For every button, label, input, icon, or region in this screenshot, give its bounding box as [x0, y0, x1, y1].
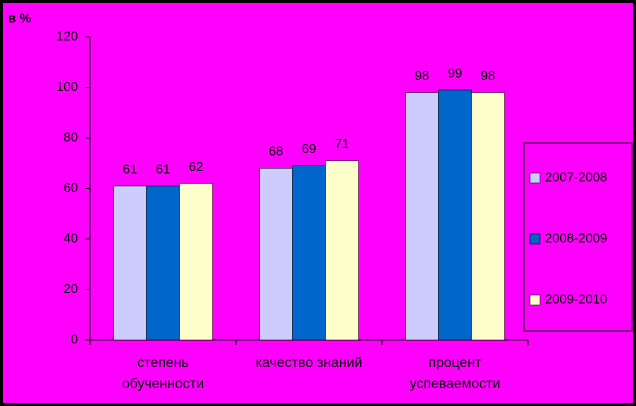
bar — [471, 92, 505, 341]
bar — [292, 165, 326, 341]
legend-label: 2009-2010 — [545, 291, 607, 306]
data-label: 98 — [481, 68, 495, 83]
legend-swatch — [529, 294, 541, 306]
y-tick-label: 60 — [64, 180, 78, 195]
data-label: 98 — [415, 68, 429, 83]
y-tick-label: 20 — [64, 281, 78, 296]
data-label: 61 — [123, 161, 137, 176]
bar — [113, 185, 147, 341]
y-tick-label: 120 — [56, 28, 78, 43]
x-tick-label: качество знаний — [255, 354, 363, 370]
y-axis-label: в % — [8, 10, 32, 25]
x-tick-label: степень обученности — [121, 354, 205, 391]
bar — [146, 185, 180, 341]
data-label: 99 — [448, 65, 462, 80]
legend-swatch — [529, 172, 541, 184]
bar — [325, 160, 359, 341]
y-tick-label: 80 — [64, 129, 78, 144]
legend-swatch — [529, 233, 541, 245]
bar — [179, 183, 213, 341]
y-tick-label: 40 — [64, 230, 78, 245]
y-tick-label: 100 — [56, 79, 78, 94]
legend-label: 2008-2009 — [545, 230, 607, 245]
data-label: 71 — [335, 136, 349, 151]
bar — [438, 89, 472, 341]
data-label: 62 — [189, 159, 203, 174]
legend-box — [523, 142, 633, 332]
bar — [259, 168, 293, 341]
y-tick-label: 0 — [71, 331, 78, 346]
data-label: 61 — [156, 161, 170, 176]
x-tick-label: процент успеваемости — [409, 354, 501, 391]
bar — [405, 92, 439, 341]
data-label: 68 — [269, 144, 283, 159]
legend-label: 2007-2008 — [545, 169, 607, 184]
data-label: 69 — [302, 141, 316, 156]
